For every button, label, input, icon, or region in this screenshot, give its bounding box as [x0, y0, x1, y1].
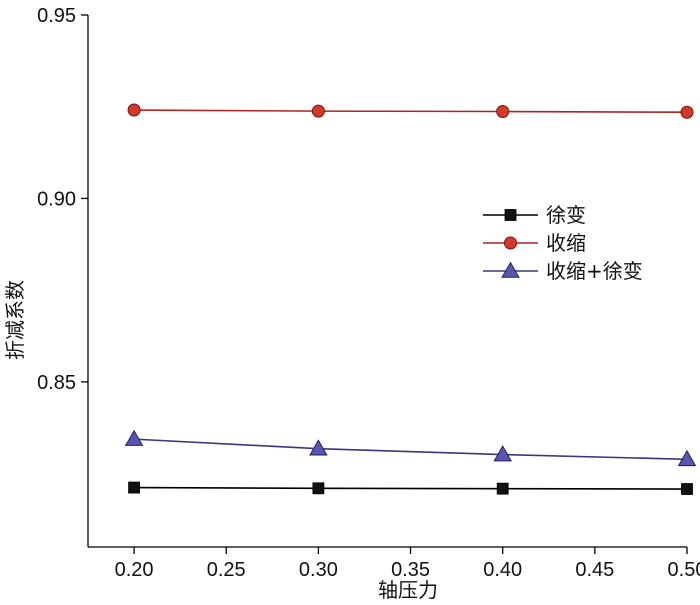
y-axis-title: 折减系数	[3, 280, 27, 360]
data-point-triangle	[124, 429, 144, 446]
x-axis-title: 轴压力	[378, 578, 438, 602]
legend-label: 徐变	[546, 203, 586, 227]
data-point-triangle	[493, 445, 512, 462]
legend-label: 收缩	[546, 231, 586, 255]
series-3	[124, 429, 697, 467]
x-tick-label: 0.45	[575, 559, 614, 581]
series-line	[134, 109, 688, 114]
data-point-circle	[311, 104, 325, 118]
legend-item: 徐变	[483, 203, 586, 227]
series-2	[127, 103, 694, 119]
legend-label: 收缩+徐变	[546, 259, 643, 283]
legend-marker-triangle	[501, 261, 520, 278]
y-tick-label: 0.90	[37, 188, 76, 210]
legend-item: 收缩	[483, 231, 586, 255]
x-tick-label: 0.25	[207, 559, 246, 581]
legend-marker-circle	[504, 236, 517, 250]
x-tick-label: 0.35	[391, 559, 430, 581]
data-point-square	[681, 483, 693, 495]
data-point-triangle	[309, 439, 328, 456]
data-point-square	[128, 481, 140, 494]
x-tick-label: 0.20	[115, 559, 154, 581]
x-tick-label: 0.30	[299, 559, 338, 581]
y-tick-label: 0.85	[37, 372, 76, 394]
legend-marker-square	[504, 209, 517, 221]
data-point-circle	[496, 104, 510, 118]
data-point-circle	[680, 105, 694, 119]
series-layer	[124, 103, 697, 495]
legend-item: 收缩+徐变	[483, 259, 643, 283]
data-point-circle	[127, 103, 141, 117]
x-axis-ticks: 0.20 0.25 0.30 0.35 0.40 0.45 0.50	[115, 547, 700, 581]
axes	[87, 15, 687, 548]
x-tick-label: 0.40	[483, 559, 522, 581]
data-point-square	[312, 482, 325, 495]
series-1	[128, 481, 693, 495]
series-line	[134, 486, 688, 490]
y-tick-label: 0.95	[37, 5, 76, 27]
data-point-triangle	[677, 449, 697, 467]
x-tick-label: 0.50	[668, 559, 700, 581]
series-line	[134, 438, 688, 461]
y-axis-ticks: 0.85 0.90 0.95	[37, 5, 88, 394]
data-point-square	[496, 482, 509, 495]
